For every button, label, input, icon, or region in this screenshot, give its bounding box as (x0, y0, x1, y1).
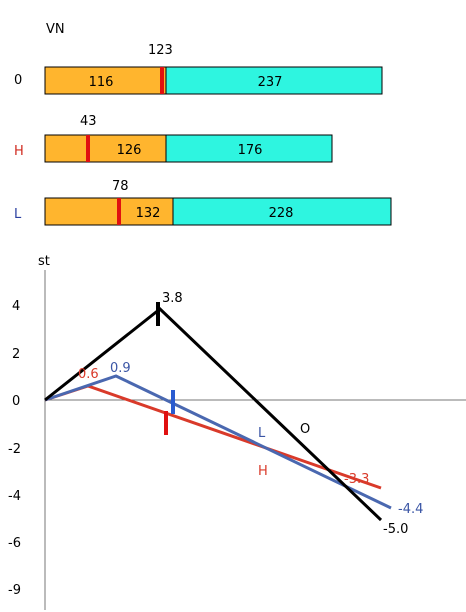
bar-marker-0 (160, 67, 164, 94)
row-label-l: L (14, 207, 22, 222)
marker-label-h: 43 (80, 114, 97, 129)
diagram-title: VN (46, 22, 65, 37)
data-label-h-end: -3.3 (344, 472, 369, 487)
bar-row-l: L 78 132 228 (14, 179, 392, 226)
series-name-o: O (300, 422, 310, 437)
bar-value-1-l: 132 (136, 206, 161, 221)
y-tick-label: 2 (12, 347, 20, 362)
y-tick-label: -6 (8, 536, 21, 551)
bar-segment-1-h (44, 134, 167, 163)
data-label-l-end: -4.4 (398, 502, 423, 517)
series-name-l: L (258, 426, 266, 441)
bar-segment-1-0 (44, 66, 167, 95)
bar-value-2-l: 228 (269, 206, 294, 221)
data-label-h-peak: 0.6 (78, 367, 99, 382)
y-tick-label: -9 (8, 583, 21, 598)
chart-labels: 3.8 -5.0 O 0.9 -4.4 L 0.6 -3.3 H (78, 291, 423, 537)
data-label-l-peak: 0.9 (110, 361, 131, 376)
chart-axes: st 4 2 0 -2 -4 -6 -9 (8, 254, 466, 610)
series-line-l (44, 374, 392, 510)
y-tick-label: 0 (12, 394, 20, 409)
y-tick-label: -4 (8, 489, 21, 504)
chart-lines (44, 302, 392, 522)
y-tick-label: -2 (8, 442, 21, 457)
bar-segment-2-h (165, 134, 333, 163)
marker-label-0: 123 (148, 43, 173, 58)
bar-value-1-h: 126 (117, 143, 142, 158)
bar-row-h: H 43 126 176 (14, 114, 333, 163)
bar-value-1-0: 116 (89, 75, 114, 90)
series-name-h: H (258, 464, 268, 479)
data-label-o-end: -5.0 (383, 522, 408, 537)
bar-segment-2-0 (165, 66, 383, 95)
bar-marker-l (117, 198, 121, 225)
series-line-o (44, 307, 383, 522)
bar-value-2-h: 176 (238, 143, 263, 158)
bar-row-0: 0 123 116 237 (14, 43, 383, 95)
marker-label-l: 78 (112, 179, 129, 194)
y-tick-label: 4 (12, 299, 20, 314)
data-label-o-peak: 3.8 (162, 291, 183, 306)
y-axis-label: st (38, 254, 50, 269)
bar-segment-2-l (172, 197, 392, 226)
row-label-h: H (14, 144, 24, 159)
bar-marker-h (86, 135, 90, 162)
row-label-0: 0 (14, 73, 22, 88)
bar-value-2-0: 237 (258, 75, 283, 90)
